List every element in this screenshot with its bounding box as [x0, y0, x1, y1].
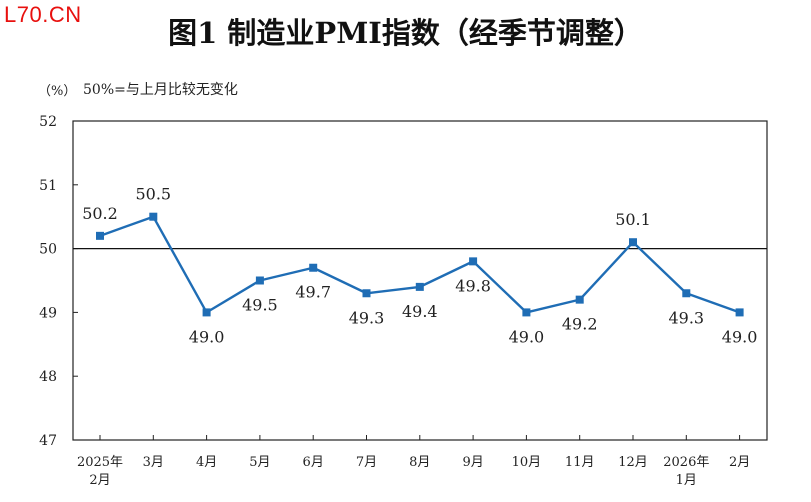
y-axis-unit-label: （%）	[38, 84, 77, 99]
data-label: 49.0	[509, 327, 545, 346]
data-point-marker	[362, 289, 371, 298]
data-label: 49.8	[455, 276, 491, 295]
data-label: 49.0	[189, 327, 225, 346]
y-tick-label: 49	[39, 305, 57, 321]
data-point-marker	[469, 257, 478, 266]
x-tick-label: 2月	[89, 473, 110, 488]
x-tick-label: 8月	[409, 455, 430, 470]
data-point-marker	[575, 295, 584, 304]
data-label: 49.5	[242, 296, 278, 315]
data-label: 50.1	[615, 210, 651, 229]
data-label: 49.3	[668, 308, 704, 327]
data-point-marker	[415, 282, 424, 291]
data-point-marker	[682, 289, 691, 298]
data-point-marker	[629, 238, 637, 247]
y-tick-label: 47	[39, 433, 57, 449]
data-point-marker	[735, 308, 744, 317]
x-tick-label: 10月	[512, 455, 542, 470]
y-tick-label: 50	[39, 242, 57, 258]
plot-frame	[72, 120, 768, 441]
data-point-marker	[149, 212, 158, 221]
y-tick-label: 52	[39, 114, 57, 130]
data-label: 49.2	[562, 315, 598, 334]
x-tick-label: 3月	[143, 455, 164, 470]
y-tick-label: 51	[39, 178, 57, 194]
x-tick-label: 4月	[196, 455, 217, 470]
x-tick-label: 2025年	[77, 455, 123, 470]
x-tick-label: 6月	[303, 455, 324, 470]
data-point-marker	[522, 308, 531, 317]
x-tick-label: 7月	[356, 455, 377, 470]
y-tick-label: 48	[39, 369, 57, 385]
x-tick-label: 1月	[676, 473, 697, 488]
data-label: 49.4	[402, 302, 438, 321]
data-label: 50.2	[82, 204, 118, 223]
x-tick-label: 11月	[565, 455, 595, 470]
x-tick-label: 2026年	[663, 455, 709, 470]
data-point-marker	[255, 276, 264, 285]
data-point-marker	[202, 308, 211, 317]
data-point-marker	[96, 231, 104, 240]
data-label: 50.5	[135, 185, 171, 204]
x-tick-label: 2月	[729, 455, 750, 470]
reference-note: 50%=与上月比较无变化	[83, 82, 238, 98]
data-label: 49.7	[295, 283, 331, 302]
data-label: 49.0	[722, 327, 758, 346]
data-point-marker	[309, 263, 318, 272]
data-label: 49.3	[349, 308, 385, 327]
x-tick-label: 5月	[249, 455, 270, 470]
x-tick-label: 12月	[618, 455, 648, 470]
series-line	[99, 215, 741, 314]
watermark-logo: L70.CN	[4, 2, 82, 27]
chart-title: 图1 制造业PMI指数（经季节调整）	[168, 16, 643, 50]
x-tick-label: 9月	[462, 455, 483, 470]
